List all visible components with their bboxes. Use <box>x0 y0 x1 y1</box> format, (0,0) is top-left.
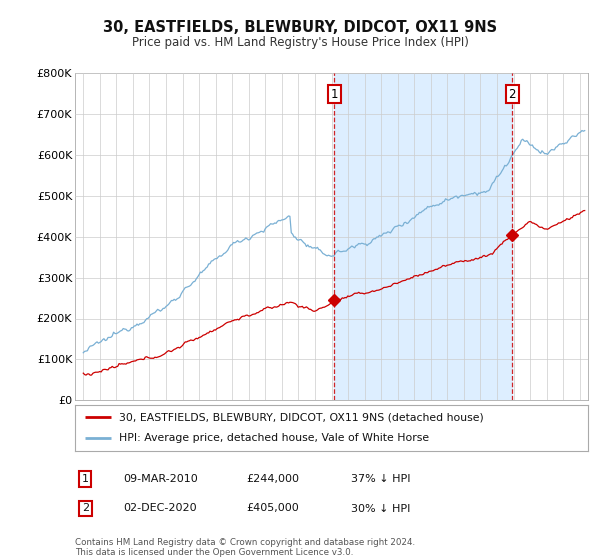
Text: Contains HM Land Registry data © Crown copyright and database right 2024.
This d: Contains HM Land Registry data © Crown c… <box>75 538 415 557</box>
Text: £405,000: £405,000 <box>246 503 299 514</box>
Text: 37% ↓ HPI: 37% ↓ HPI <box>351 474 410 484</box>
Text: 30, EASTFIELDS, BLEWBURY, DIDCOT, OX11 9NS (detached house): 30, EASTFIELDS, BLEWBURY, DIDCOT, OX11 9… <box>119 412 484 422</box>
Text: Price paid vs. HM Land Registry's House Price Index (HPI): Price paid vs. HM Land Registry's House … <box>131 36 469 49</box>
Text: 2: 2 <box>82 503 89 514</box>
Text: 1: 1 <box>331 87 338 101</box>
Text: 2: 2 <box>508 87 516 101</box>
Text: 02-DEC-2020: 02-DEC-2020 <box>123 503 197 514</box>
Text: 09-MAR-2010: 09-MAR-2010 <box>123 474 198 484</box>
Text: HPI: Average price, detached house, Vale of White Horse: HPI: Average price, detached house, Vale… <box>119 433 429 444</box>
Text: 30% ↓ HPI: 30% ↓ HPI <box>351 503 410 514</box>
Text: £244,000: £244,000 <box>246 474 299 484</box>
Text: 1: 1 <box>82 474 89 484</box>
Text: 30, EASTFIELDS, BLEWBURY, DIDCOT, OX11 9NS: 30, EASTFIELDS, BLEWBURY, DIDCOT, OX11 9… <box>103 20 497 35</box>
Bar <box>334 73 512 400</box>
